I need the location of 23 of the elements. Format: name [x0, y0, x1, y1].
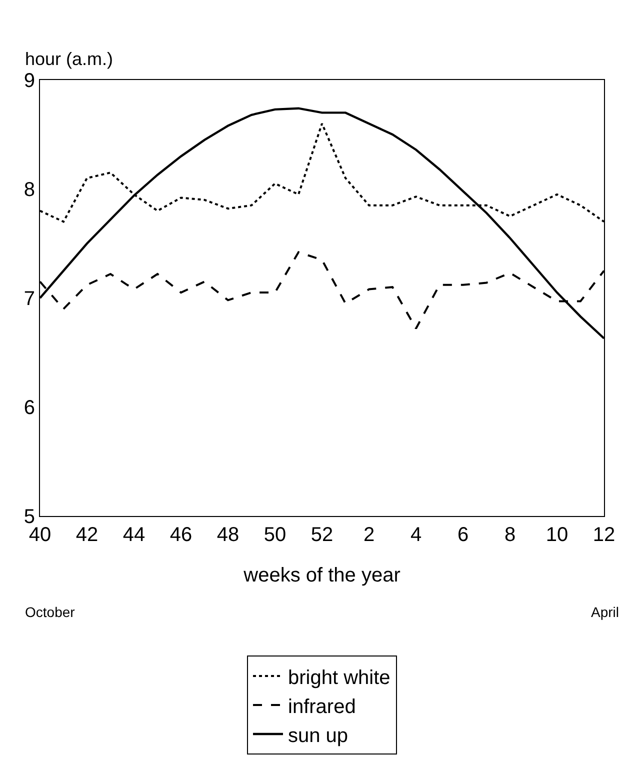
x-tick-label: 46 [170, 524, 192, 546]
x-tick-label: 4 [410, 524, 422, 546]
x-tick-label: 10 [546, 524, 568, 546]
x-tick-label: 12 [592, 524, 616, 546]
y-tick-label: 6 [24, 397, 35, 419]
y-axis-title: hour (a.m.) [25, 49, 114, 69]
legend-label: sun up [288, 724, 348, 747]
x-axis-title: weeks of the year [242, 564, 401, 586]
x-tick-label: 48 [216, 524, 240, 546]
x-tick-label: 6 [457, 524, 469, 546]
legend-label: infrared [288, 696, 356, 718]
text: October [25, 604, 76, 620]
legend-label: bright white [288, 666, 390, 689]
x-tick-label: 52 [310, 524, 334, 546]
x-tick-label: 8 [504, 524, 516, 546]
x-tick-label: 2 [363, 524, 375, 546]
y-tick-label: 9 [24, 70, 35, 92]
x-tick-label: 50 [264, 524, 286, 546]
x-tick-label: 44 [122, 524, 146, 546]
y-tick-label: 8 [24, 179, 35, 201]
y-tick-label: 7 [24, 288, 35, 310]
text: April [591, 604, 620, 620]
x-tick-label: 42 [76, 524, 98, 546]
